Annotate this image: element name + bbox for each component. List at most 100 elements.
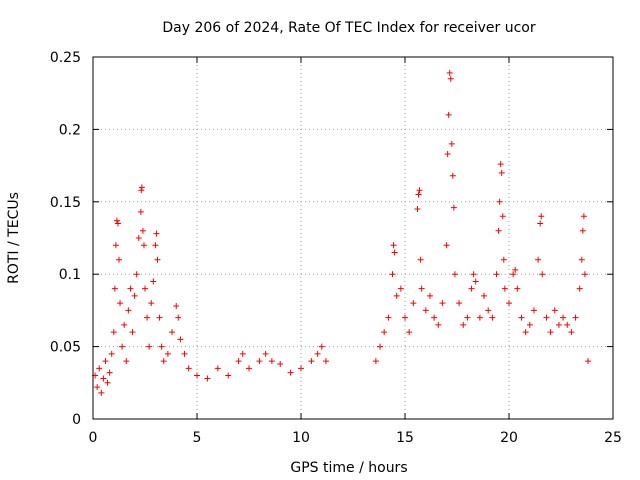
data-point: [381, 329, 388, 336]
data-point: [564, 321, 571, 328]
data-point: [152, 242, 159, 249]
data-point: [422, 307, 429, 314]
data-point: [146, 343, 153, 350]
data-point: [499, 213, 506, 220]
data-point: [181, 350, 188, 357]
y-tick-label: 0.1: [59, 267, 81, 283]
data-point: [439, 300, 446, 307]
data-point: [481, 292, 488, 299]
data-point: [497, 161, 504, 168]
data-point: [144, 314, 151, 321]
data-point: [256, 358, 263, 365]
data-point: [133, 271, 140, 278]
data-point: [581, 271, 588, 278]
data-point: [568, 329, 575, 336]
grid-lines: [93, 57, 613, 419]
data-point: [489, 314, 496, 321]
x-tick-label: 10: [292, 430, 310, 446]
data-point: [501, 285, 508, 292]
data-point: [148, 300, 155, 307]
x-tick-label: 25: [604, 430, 622, 446]
data-point: [450, 204, 457, 211]
data-point: [572, 314, 579, 321]
data-point: [100, 375, 107, 382]
data-point: [530, 307, 537, 314]
data-point: [385, 314, 392, 321]
data-point: [98, 389, 105, 396]
data-point: [173, 303, 180, 310]
data-point: [416, 187, 423, 194]
data-point: [539, 271, 546, 278]
data-point: [426, 292, 433, 299]
data-point: [158, 343, 165, 350]
data-point: [535, 256, 542, 263]
data-point: [496, 198, 503, 205]
data-point: [538, 213, 545, 220]
data-point: [415, 191, 422, 198]
data-point: [119, 343, 126, 350]
x-tick-label: 0: [89, 430, 98, 446]
data-point: [114, 220, 121, 227]
data-point: [446, 69, 453, 76]
data-point: [116, 256, 122, 263]
data-point: [137, 208, 144, 215]
x-tick-label: 5: [193, 430, 202, 446]
data-point: [514, 285, 521, 292]
data-point: [500, 256, 507, 263]
data-point: [262, 350, 269, 357]
data-point: [169, 329, 176, 336]
data-point: [402, 314, 408, 321]
data-point: [518, 314, 525, 321]
data-point: [547, 329, 554, 336]
data-point: [153, 230, 160, 237]
data-point: [551, 307, 558, 314]
data-point: [177, 336, 184, 343]
data-point: [121, 321, 128, 328]
data-point: [123, 358, 130, 365]
data-point: [268, 358, 275, 365]
data-point: [175, 314, 182, 321]
data-point: [138, 187, 145, 194]
data-point: [287, 369, 294, 376]
data-point: [112, 242, 119, 249]
data-point: [512, 266, 519, 273]
data-point: [140, 242, 147, 249]
data-point: [406, 329, 413, 336]
y-tick-label: 0: [72, 412, 81, 428]
x-tick-label: 20: [500, 430, 518, 446]
data-point: [185, 365, 192, 372]
data-point: [585, 358, 592, 365]
data-point: [377, 343, 384, 350]
data-point: [96, 365, 103, 372]
chart-title: Day 206 of 2024, Rate Of TEC Index for r…: [162, 20, 536, 36]
data-point: [393, 292, 400, 299]
data-point: [390, 242, 397, 249]
data-point: [139, 227, 146, 234]
data-point: [111, 285, 118, 292]
data-point: [443, 242, 450, 249]
data-point: [104, 379, 111, 386]
data-point: [372, 358, 379, 365]
x-axis-label: GPS time / hours: [290, 460, 407, 476]
data-point: [578, 256, 585, 263]
data-point: [106, 369, 113, 376]
data-point: [464, 314, 471, 321]
data-point: [108, 350, 115, 357]
data-point: [506, 300, 512, 307]
data-point: [472, 278, 479, 285]
data-point: [113, 217, 120, 224]
data-point: [150, 278, 157, 285]
plot-frame: [92, 56, 614, 420]
data-point: [131, 292, 138, 299]
data-point: [225, 372, 232, 379]
data-point: [456, 300, 463, 307]
data-point: [127, 285, 134, 292]
data-point: [94, 384, 101, 391]
data-point: [537, 220, 544, 227]
data-point: [314, 350, 321, 357]
y-tick-label: 0.25: [50, 50, 81, 66]
data-point: [125, 307, 132, 314]
data-point: [451, 271, 458, 278]
data-point: [510, 271, 517, 278]
data-point: [560, 314, 567, 321]
